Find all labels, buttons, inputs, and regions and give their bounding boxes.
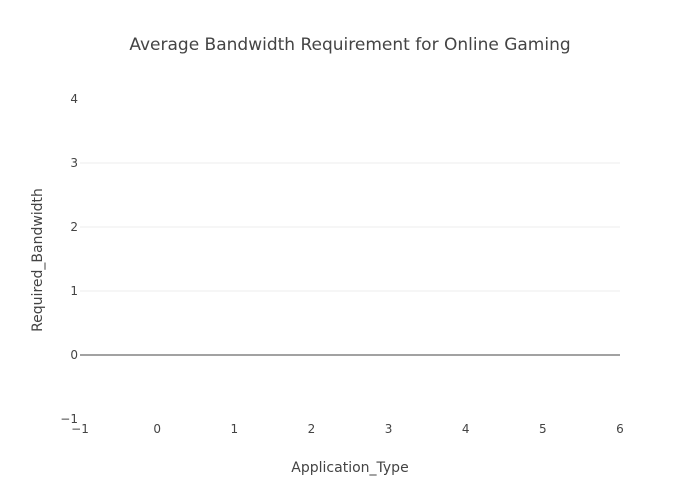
- y-tick-label: −1: [60, 412, 78, 426]
- x-axis-ticks: −1 0 1 2 3 4 5 6: [71, 422, 624, 436]
- x-tick-label: 2: [308, 422, 316, 436]
- y-tick-label: 2: [70, 220, 78, 234]
- x-tick-label: 5: [539, 422, 547, 436]
- y-axis-title: Required_Bandwidth: [30, 188, 46, 332]
- y-tick-label: 4: [70, 92, 78, 106]
- x-tick-label: 1: [230, 422, 238, 436]
- x-tick-label: 4: [462, 422, 470, 436]
- chart-title: Average Bandwidth Requirement for Online…: [129, 35, 570, 55]
- y-tick-label: 0: [70, 348, 78, 362]
- y-tick-label: 1: [70, 284, 78, 298]
- x-tick-label: −1: [71, 422, 89, 436]
- x-tick-label: 0: [153, 422, 161, 436]
- x-axis-title: Application_Type: [291, 460, 408, 476]
- x-tick-label: 6: [616, 422, 624, 436]
- grid-lines: [80, 162, 620, 356]
- y-tick-label: 3: [70, 156, 78, 170]
- y-axis-ticks: −1 0 1 2 3 4: [60, 92, 78, 426]
- x-tick-label: 3: [385, 422, 393, 436]
